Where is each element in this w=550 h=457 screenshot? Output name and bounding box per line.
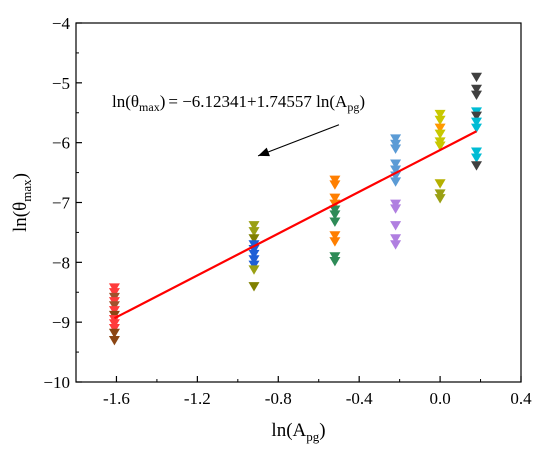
data-point bbox=[390, 199, 402, 209]
data-point bbox=[471, 90, 482, 101]
data-point bbox=[434, 179, 446, 189]
equation-lhs-base: ln(θ bbox=[112, 92, 139, 111]
data-point bbox=[248, 282, 260, 292]
data-point bbox=[329, 205, 341, 215]
data-point bbox=[108, 319, 120, 329]
y-tick-label: −8 bbox=[52, 253, 70, 272]
data-point bbox=[248, 249, 260, 260]
data-point bbox=[248, 260, 260, 270]
equation-lhs-sub: max bbox=[139, 100, 160, 114]
ticks-layer: -1.6 -1.2 -0.8 -0.4 0.0 0.4 −10 −9 −8 −7 −6 −5 −4 bbox=[43, 14, 532, 408]
data-point bbox=[390, 144, 402, 154]
fit-equation: ln(θmax) = −6.12341+1.74557 ln(Apg) bbox=[112, 92, 365, 114]
y-tick-label: −9 bbox=[52, 313, 70, 332]
equation-rhs: = −6.12341+1.74557 ln(A bbox=[168, 92, 348, 111]
x-tick-label: -1.6 bbox=[103, 389, 130, 408]
annotation-arrow-head bbox=[258, 147, 270, 157]
x-tick-label: -0.8 bbox=[265, 389, 292, 408]
fit-line-layer bbox=[113, 130, 478, 320]
y-tick-label: −10 bbox=[43, 373, 70, 392]
data-point bbox=[390, 234, 402, 244]
annotation-arrow-shaft bbox=[257, 124, 340, 157]
data-point bbox=[434, 189, 446, 199]
data-point bbox=[471, 123, 482, 133]
data-point bbox=[108, 335, 120, 346]
x-axis-title-end: ) bbox=[319, 420, 325, 441]
data-point bbox=[108, 328, 120, 339]
data-point bbox=[248, 221, 260, 231]
data-point bbox=[434, 129, 446, 139]
y-axis-title-end: ) bbox=[10, 173, 31, 179]
data-point bbox=[108, 301, 120, 311]
data-point bbox=[329, 217, 341, 227]
data-point bbox=[108, 306, 120, 316]
y-tick-label: −6 bbox=[52, 134, 70, 153]
plot-frame bbox=[75, 22, 522, 383]
data-point bbox=[108, 324, 120, 334]
x-tick-label: -0.4 bbox=[346, 389, 373, 408]
data-point bbox=[390, 240, 402, 250]
data-point bbox=[471, 147, 482, 157]
x-tick-label: 0.4 bbox=[510, 389, 532, 408]
data-point bbox=[471, 72, 482, 83]
x-axis-title-sub: pg bbox=[306, 429, 320, 444]
equation-rhs-end: ) bbox=[359, 92, 365, 111]
equation-lhs-end: ) bbox=[160, 92, 166, 111]
y-axis-title-sub: max bbox=[19, 179, 34, 202]
data-point bbox=[390, 159, 402, 169]
data-point bbox=[390, 177, 402, 187]
y-axis-title-base: ln(θ bbox=[10, 202, 31, 232]
data-point bbox=[471, 153, 482, 163]
data-point bbox=[390, 134, 402, 144]
data-point bbox=[248, 265, 260, 275]
data-point bbox=[471, 161, 482, 171]
data-point bbox=[248, 227, 260, 237]
equation-rhs-sub: pg bbox=[347, 100, 359, 114]
data-point bbox=[329, 252, 341, 262]
data-point bbox=[248, 255, 260, 265]
x-tick-label: -1.2 bbox=[184, 389, 211, 408]
x-tick-label: 0.0 bbox=[429, 389, 450, 408]
data-point bbox=[329, 175, 341, 185]
data-point bbox=[471, 111, 482, 121]
data-point bbox=[390, 165, 402, 175]
y-tick-label: −4 bbox=[52, 14, 71, 33]
data-point bbox=[248, 234, 260, 244]
x-axis-title: ln(Apg) bbox=[271, 420, 325, 444]
data-points bbox=[108, 72, 482, 346]
data-point bbox=[434, 109, 446, 120]
x-axis-title-base: ln(A bbox=[271, 420, 306, 441]
data-point bbox=[471, 117, 482, 127]
y-axis-title: ln(θmax) bbox=[10, 173, 34, 232]
y-tick-label: −7 bbox=[52, 194, 71, 213]
data-point bbox=[434, 194, 446, 204]
data-point bbox=[329, 180, 341, 190]
data-point bbox=[329, 210, 341, 220]
data-point bbox=[471, 84, 482, 95]
data-point bbox=[329, 231, 341, 241]
y-tick-label: −5 bbox=[52, 74, 70, 93]
equation-annotation bbox=[257, 124, 340, 157]
data-point bbox=[108, 283, 120, 293]
data-point bbox=[434, 123, 446, 133]
data-point bbox=[434, 115, 446, 126]
data-point bbox=[329, 257, 341, 267]
data-point bbox=[390, 204, 402, 214]
data-point bbox=[108, 288, 120, 298]
fit-line bbox=[113, 130, 478, 320]
data-point bbox=[329, 193, 341, 203]
data-point bbox=[390, 221, 402, 231]
data-point bbox=[390, 139, 402, 150]
data-point bbox=[329, 237, 341, 247]
data-point bbox=[434, 141, 446, 151]
